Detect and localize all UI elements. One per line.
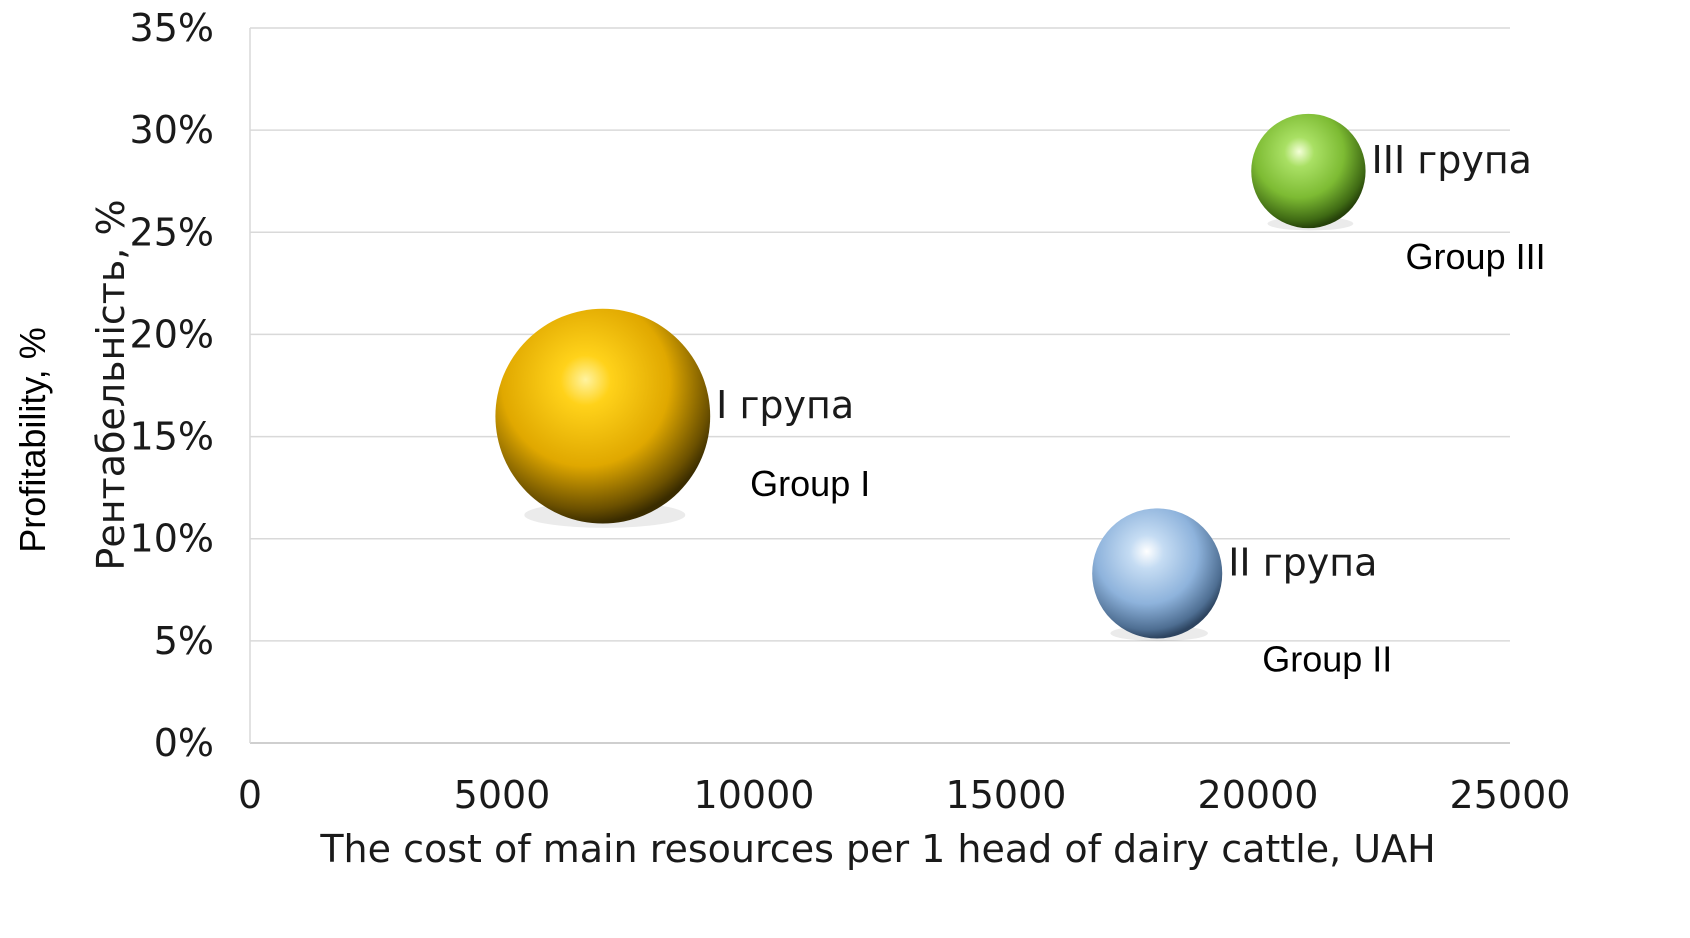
bubble-label-en: Group III <box>1406 236 1546 277</box>
bubble-label: I група <box>716 383 854 427</box>
bubble-label: III група <box>1372 138 1532 182</box>
y-axis-title-en: Profitability, % <box>12 327 53 552</box>
y-tick-label: 25% <box>130 210 214 254</box>
y-tick-label: 20% <box>130 312 214 356</box>
x-axis-title: The cost of main resources per 1 head of… <box>319 827 1435 871</box>
bubble-label: II група <box>1228 540 1377 584</box>
x-tick-label: 20000 <box>1198 773 1319 817</box>
bubble-label-en: Group I <box>750 463 870 504</box>
y-tick-label: 10% <box>130 517 214 561</box>
bubble-labels: I група Group I II група Group II III група G… <box>716 138 1545 679</box>
bubble <box>495 308 711 524</box>
x-tick-label: 25000 <box>1450 773 1571 817</box>
y-tick-label: 15% <box>130 415 214 459</box>
x-tick-label: 0 <box>238 773 262 817</box>
y-tick-labels: 0% 5% 10% 15% 20% 25% 30% 35% <box>130 6 214 765</box>
bubble <box>1092 508 1223 639</box>
x-tick-labels: 0 5000 10000 15000 20000 25000 <box>238 773 1571 817</box>
y-tick-label: 30% <box>130 108 214 152</box>
bubble <box>1251 113 1366 229</box>
y-tick-label: 5% <box>154 619 214 663</box>
gridlines <box>249 27 1510 744</box>
bubbles <box>495 113 1366 642</box>
x-tick-label: 5000 <box>454 773 551 817</box>
bubble-label-en: Group II <box>1262 638 1392 679</box>
y-tick-label: 35% <box>130 6 214 50</box>
x-tick-label: 15000 <box>946 773 1067 817</box>
x-tick-label: 10000 <box>694 773 815 817</box>
y-tick-label: 0% <box>154 721 214 765</box>
y-axis-title: Рентабельність, % <box>89 199 133 570</box>
